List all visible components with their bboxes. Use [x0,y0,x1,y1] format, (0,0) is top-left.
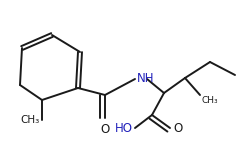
Text: NH: NH [137,71,155,85]
Text: O: O [100,123,110,136]
Text: CH₃: CH₃ [201,96,218,105]
Text: CH₃: CH₃ [21,115,40,125]
Text: O: O [173,121,182,135]
Text: HO: HO [115,121,133,135]
